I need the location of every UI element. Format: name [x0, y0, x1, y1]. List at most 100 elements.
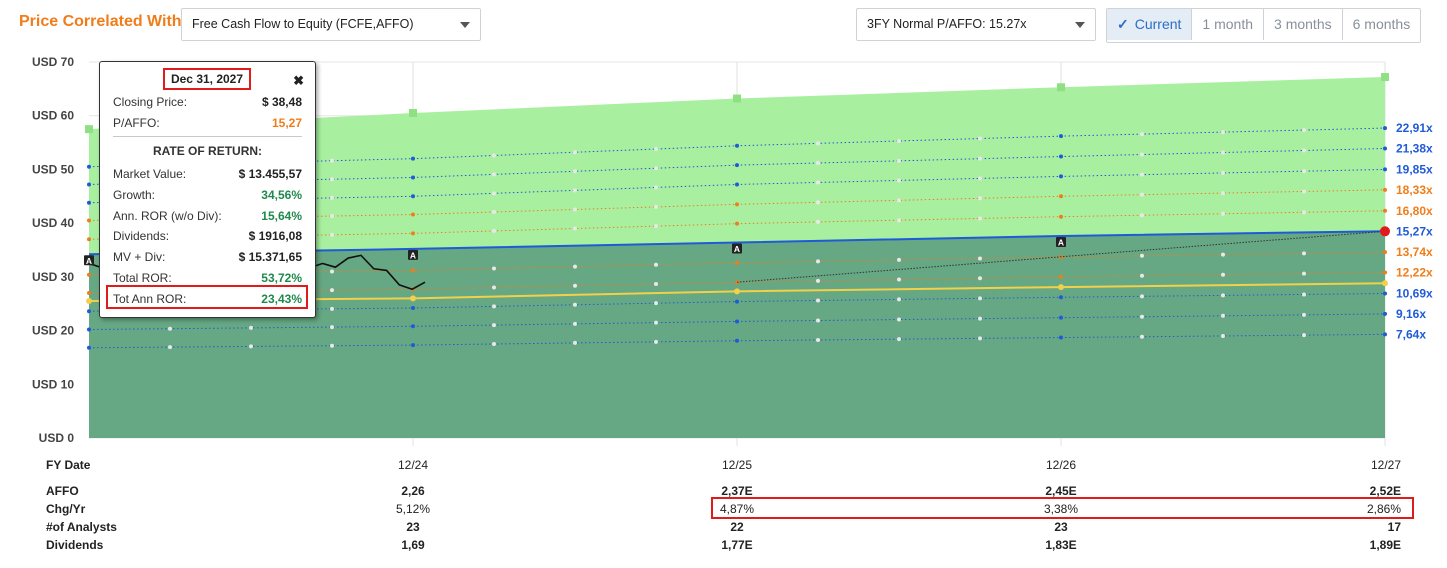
multiple-line-dot — [573, 188, 577, 193]
normal-pe-marker — [86, 298, 92, 305]
upper-area-marker — [85, 125, 93, 134]
multiple-line-dot — [87, 290, 91, 295]
multiple-line-dot — [654, 281, 658, 286]
table-cell: 2,26 — [401, 484, 425, 498]
multiple-line-dot — [816, 278, 820, 283]
table-cell: 4,87% — [719, 502, 755, 516]
multiple-line-dot — [654, 147, 658, 152]
multiple-line-dot — [330, 232, 334, 237]
multiple-line-dot — [654, 204, 658, 209]
tooltip-label: MV + Div: — [113, 250, 166, 265]
tooltip-value: 34,56% — [261, 187, 302, 202]
multiple-line-dot — [978, 276, 982, 281]
tooltip-value: 15,27 — [271, 116, 302, 130]
annotation-label: A — [1058, 238, 1064, 248]
table-cell: 1,69 — [401, 538, 425, 552]
multiple-line-dot — [411, 268, 415, 273]
multiple-line-dot — [1221, 191, 1225, 196]
multiple-label: 9,16x — [1396, 307, 1426, 321]
multiple-line-dot — [573, 302, 577, 307]
tab-label: 1 month — [1202, 16, 1254, 32]
tab-label: 6 months — [1352, 16, 1411, 32]
multiple-line-dot — [1221, 252, 1225, 257]
multiple-line-dot — [1140, 294, 1144, 299]
multiple-line-dot — [87, 218, 91, 223]
projection-line — [736, 230, 1386, 283]
multiple-line-dot — [1221, 313, 1225, 318]
multiple-line-dot — [573, 283, 577, 288]
tab-3-months[interactable]: 3 months — [1263, 9, 1342, 40]
multiple-line-dot — [1383, 146, 1387, 151]
tooltip-value: $ 1916,08 — [248, 229, 302, 244]
multiple-line-dot — [411, 212, 415, 217]
multiple-line-dot — [897, 297, 901, 302]
table-cell: 17 — [1387, 520, 1401, 534]
multiple-line-dot — [1221, 333, 1225, 338]
normal-pe-marker — [1382, 280, 1388, 287]
multiple-line-dot — [735, 182, 739, 187]
chevron-down-icon — [1075, 22, 1085, 28]
multiple-line-dot — [816, 219, 820, 224]
tab-6-months[interactable]: 6 months — [1341, 9, 1421, 40]
multiple-line-dot — [573, 169, 577, 174]
tooltip-value: $ 15.371,65 — [238, 250, 302, 265]
multiple-line-dot — [897, 337, 901, 342]
multiple-line-dot — [1221, 272, 1225, 277]
multiple-line-dot — [492, 266, 496, 271]
tab-label: 3 months — [1274, 16, 1332, 32]
multiple-line-dot — [1221, 170, 1225, 175]
multiple-label: 13,74x — [1396, 245, 1433, 259]
annotation-marker — [732, 243, 742, 254]
tooltip-label: Ann. ROR (w/o Div): — [113, 208, 222, 223]
multiple-line-dot — [1140, 334, 1144, 339]
multiple-line-dot — [87, 327, 91, 332]
tooltip-value: 15,64% — [261, 208, 302, 223]
multiple-line-dot — [735, 338, 739, 343]
multiple-line-dot — [897, 138, 901, 143]
multiple-line-dot — [1059, 194, 1063, 199]
tab-current[interactable]: ✓ Current — [1107, 9, 1192, 40]
tab-1-month[interactable]: 1 month — [1191, 9, 1263, 40]
multiple-line-dot — [492, 172, 496, 177]
multiple-line-dot — [573, 340, 577, 345]
check-icon: ✓ — [1117, 16, 1129, 32]
tooltip-row: MV + Div: $ 15.371,65 — [113, 248, 302, 266]
multiple-line-dot — [411, 231, 415, 236]
tab-label: Current — [1134, 16, 1182, 32]
multiple-line-dot — [654, 262, 658, 267]
pe-select[interactable]: 3FY Normal P/AFFO: 15.27x — [856, 8, 1096, 41]
multiple-line-dot — [330, 343, 334, 348]
multiple-line-dot — [87, 237, 91, 242]
annotation-marker — [84, 255, 94, 266]
multiple-line-dot — [654, 224, 658, 229]
multiple-line-dot — [87, 309, 91, 314]
metric-select[interactable]: Free Cash Flow to Equity (FCFE,AFFO) — [181, 8, 481, 41]
table-header-label: FY Date — [46, 458, 91, 472]
table-row-label: Chg/Yr — [46, 502, 86, 516]
table-cell: 1,89E — [1369, 538, 1401, 552]
multiple-line-dot — [1221, 293, 1225, 298]
multiple-line-dot — [573, 321, 577, 326]
multiple-line-dot — [816, 259, 820, 264]
multiple-line-dot — [1302, 189, 1306, 194]
multiple-label: 22,91x — [1396, 121, 1433, 135]
upper-area-marker — [733, 94, 741, 103]
multiple-line-dot — [735, 319, 739, 324]
normal-pe-marker — [734, 288, 740, 295]
chevron-down-icon — [460, 22, 470, 28]
multiple-line-dot — [978, 196, 982, 201]
multiple-line-dot — [1383, 311, 1387, 316]
multiple-line-dot — [1302, 210, 1306, 215]
multiple-label: 12,22x — [1396, 266, 1433, 280]
multiple-line-dot — [978, 156, 982, 161]
multiple-line-dot — [897, 178, 901, 183]
multiple-line-dot — [735, 163, 739, 168]
tooltip-label: P/AFFO: — [113, 116, 160, 130]
upper-area-marker — [1381, 73, 1389, 82]
close-icon[interactable]: ✖ — [293, 73, 304, 88]
multiple-line-dot — [1059, 295, 1063, 300]
multiple-line-dot — [1140, 253, 1144, 258]
multiple-line-dot — [1221, 150, 1225, 155]
multiple-line-dot — [330, 177, 334, 182]
metric-select-value: Free Cash Flow to Equity (FCFE,AFFO) — [192, 17, 414, 31]
